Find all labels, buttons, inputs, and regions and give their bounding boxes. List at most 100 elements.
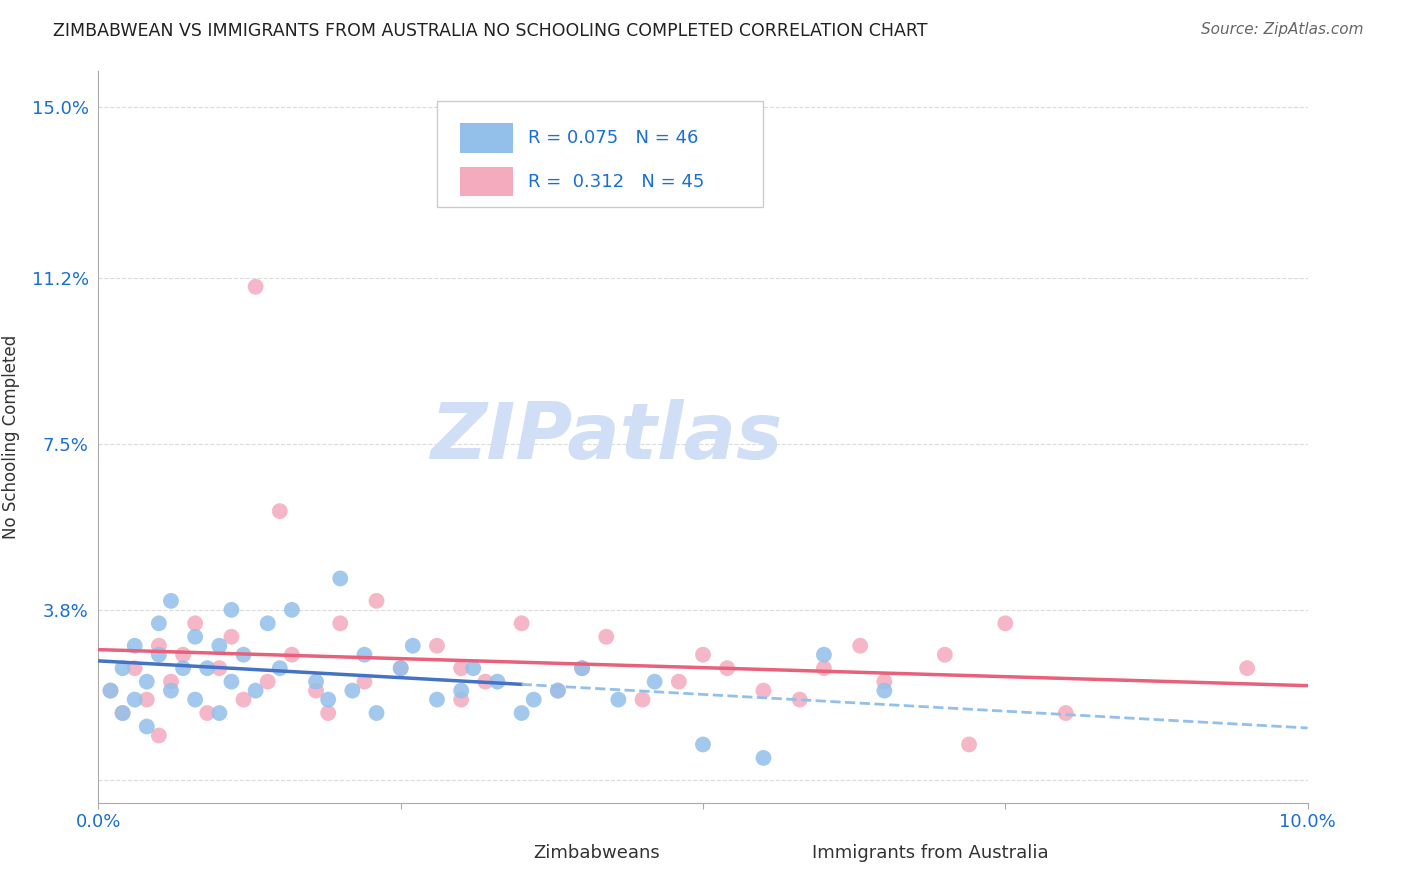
Point: [221, 630, 243, 644]
Point: [450, 692, 472, 706]
Point: [631, 692, 654, 706]
Point: [305, 674, 328, 689]
Point: [873, 683, 896, 698]
FancyBboxPatch shape: [437, 101, 763, 207]
Point: [510, 616, 533, 631]
Point: [353, 674, 375, 689]
Point: [474, 674, 496, 689]
Text: Zimbabweans: Zimbabweans: [534, 844, 661, 863]
Point: [160, 594, 183, 608]
Point: [135, 692, 157, 706]
Point: [160, 674, 183, 689]
Point: [184, 630, 207, 644]
Y-axis label: No Schooling Completed: No Schooling Completed: [3, 335, 21, 539]
Point: [934, 648, 956, 662]
Point: [957, 738, 980, 752]
Point: [111, 706, 134, 720]
Point: [450, 661, 472, 675]
Point: [426, 639, 449, 653]
FancyBboxPatch shape: [460, 167, 513, 196]
Point: [232, 648, 254, 662]
Point: [221, 674, 243, 689]
Point: [208, 706, 231, 720]
Point: [571, 661, 593, 675]
Point: [316, 706, 339, 720]
Point: [195, 661, 218, 675]
Point: [426, 692, 449, 706]
Point: [789, 692, 811, 706]
Point: [329, 571, 352, 585]
Point: [873, 674, 896, 689]
Point: [849, 639, 872, 653]
Point: [269, 661, 291, 675]
Point: [221, 603, 243, 617]
Point: [752, 751, 775, 765]
Point: [668, 674, 690, 689]
Point: [692, 648, 714, 662]
Point: [316, 692, 339, 706]
Point: [124, 661, 146, 675]
Text: Immigrants from Australia: Immigrants from Australia: [811, 844, 1049, 863]
Point: [813, 661, 835, 675]
Point: [366, 706, 388, 720]
Point: [111, 661, 134, 675]
Point: [184, 692, 207, 706]
Point: [523, 692, 546, 706]
Point: [172, 661, 194, 675]
Point: [595, 630, 617, 644]
Point: [184, 616, 207, 631]
Point: [172, 648, 194, 662]
Text: ZIPatlas: ZIPatlas: [430, 399, 782, 475]
Point: [402, 639, 425, 653]
Point: [329, 616, 352, 631]
Point: [813, 648, 835, 662]
Point: [305, 683, 328, 698]
Point: [124, 692, 146, 706]
Point: [353, 648, 375, 662]
Point: [366, 594, 388, 608]
FancyBboxPatch shape: [460, 123, 513, 153]
Point: [269, 504, 291, 518]
Point: [1054, 706, 1077, 720]
Point: [994, 616, 1017, 631]
Point: [256, 674, 278, 689]
Point: [281, 648, 304, 662]
Point: [510, 706, 533, 720]
Point: [571, 661, 593, 675]
Point: [752, 683, 775, 698]
Point: [195, 706, 218, 720]
Text: ZIMBABWEAN VS IMMIGRANTS FROM AUSTRALIA NO SCHOOLING COMPLETED CORRELATION CHART: ZIMBABWEAN VS IMMIGRANTS FROM AUSTRALIA …: [53, 22, 928, 40]
Text: R = 0.075   N = 46: R = 0.075 N = 46: [527, 129, 697, 147]
Point: [245, 683, 267, 698]
Point: [1236, 661, 1258, 675]
Point: [389, 661, 412, 675]
Point: [135, 719, 157, 733]
Point: [111, 706, 134, 720]
Point: [160, 683, 183, 698]
Point: [100, 683, 122, 698]
Point: [463, 661, 485, 675]
Point: [135, 674, 157, 689]
FancyBboxPatch shape: [478, 841, 523, 865]
Point: [100, 683, 122, 698]
Text: Source: ZipAtlas.com: Source: ZipAtlas.com: [1201, 22, 1364, 37]
Point: [644, 674, 666, 689]
Point: [256, 616, 278, 631]
Point: [208, 639, 231, 653]
Point: [486, 674, 509, 689]
FancyBboxPatch shape: [756, 841, 801, 865]
Point: [232, 692, 254, 706]
Point: [342, 683, 364, 698]
Point: [281, 603, 304, 617]
Point: [148, 639, 170, 653]
Point: [607, 692, 630, 706]
Point: [148, 729, 170, 743]
Text: R =  0.312   N = 45: R = 0.312 N = 45: [527, 173, 704, 191]
Point: [124, 639, 146, 653]
Point: [547, 683, 569, 698]
Point: [450, 683, 472, 698]
Point: [716, 661, 738, 675]
Point: [148, 648, 170, 662]
Point: [148, 616, 170, 631]
Point: [245, 279, 267, 293]
